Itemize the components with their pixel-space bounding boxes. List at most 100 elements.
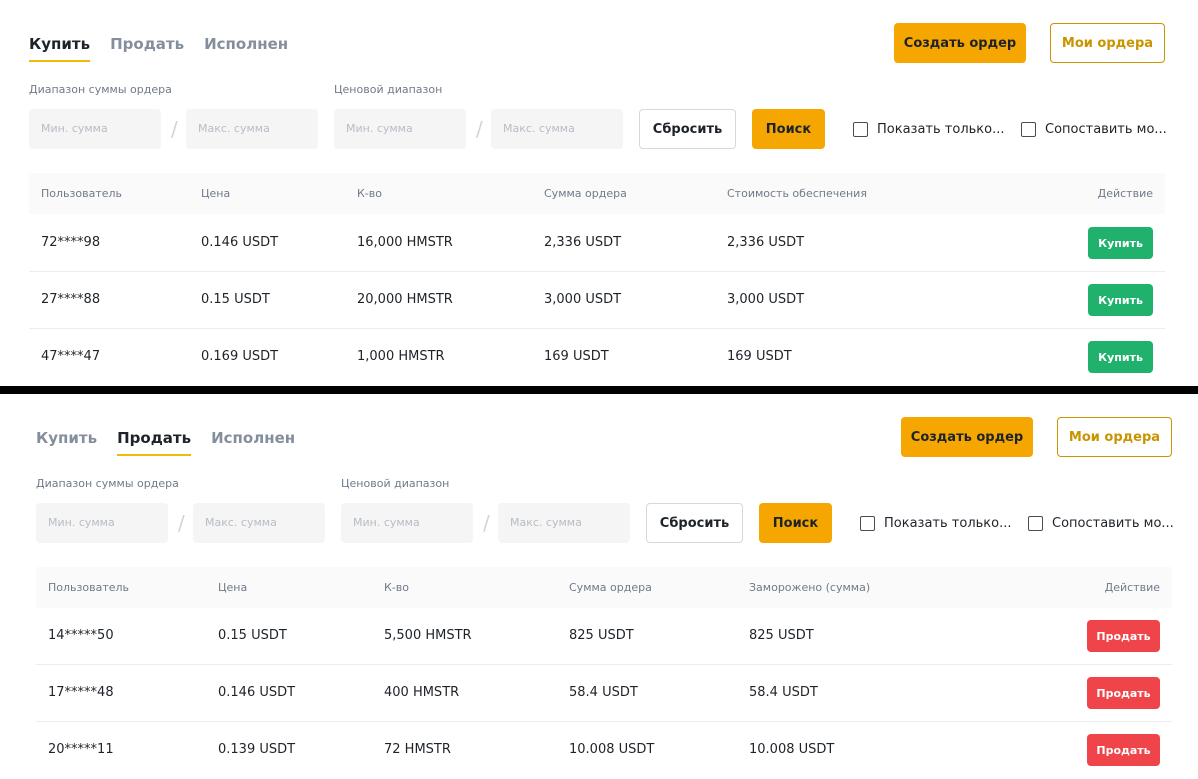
- row-price: 0.15 USDT: [201, 292, 270, 307]
- sell-panel: Купить Продать Исполнен Создать ордер Мо…: [0, 394, 1198, 779]
- match-label: Сопоставить мо...: [1045, 121, 1167, 137]
- sell-button[interactable]: Продать: [1087, 620, 1160, 652]
- row-amount: 10.008 USDT: [569, 742, 655, 757]
- price-min-input[interactable]: Мин. сумма: [334, 109, 466, 149]
- col-qty: К-во: [357, 187, 382, 200]
- col-qty: К-во: [384, 581, 409, 594]
- checkbox-icon[interactable]: [860, 515, 875, 531]
- amount-max-input[interactable]: Макс. сумма: [193, 503, 325, 543]
- show-only-label: Показать только...: [877, 121, 1005, 137]
- buy-button[interactable]: Купить: [1088, 341, 1153, 373]
- row-amount: 2,336 USDT: [544, 235, 622, 250]
- tab-filled[interactable]: Исполнен: [204, 35, 289, 53]
- row-price: 0.15 USDT: [218, 628, 287, 643]
- tab-sell[interactable]: Продать: [110, 35, 185, 53]
- col-amount: Сумма ордера: [569, 581, 652, 594]
- row-amount: 58.4 USDT: [569, 685, 638, 700]
- buy-button[interactable]: Купить: [1088, 227, 1153, 259]
- row-qty: 5,500 HMSTR: [384, 628, 472, 643]
- row-amount: 169 USDT: [544, 349, 609, 364]
- row-collateral: 169 USDT: [727, 349, 792, 364]
- col-price: Цена: [201, 187, 231, 200]
- row-amount: 3,000 USDT: [544, 292, 622, 307]
- range-separator: /: [178, 511, 185, 535]
- table-header: Пользователь Цена К-во Сумма ордера Стои…: [29, 173, 1165, 214]
- table-row: 27****88 0.15 USDT 20,000 HMSTR 3,000 US…: [29, 272, 1165, 329]
- row-user: 27****88: [41, 292, 101, 307]
- search-button[interactable]: Поиск: [759, 503, 832, 543]
- match-label: Сопоставить мо...: [1052, 515, 1174, 531]
- panel-divider: [0, 386, 1198, 394]
- sell-button[interactable]: Продать: [1087, 677, 1160, 709]
- price-range-label: Ценовой диапазон: [341, 477, 450, 490]
- price-range-label: Ценовой диапазон: [334, 83, 443, 96]
- col-action: Действие: [1097, 187, 1153, 200]
- sell-button[interactable]: Продать: [1087, 734, 1160, 766]
- tab-buy[interactable]: Купить: [36, 429, 98, 447]
- row-user: 47****47: [41, 349, 101, 364]
- order-tabs: Купить Продать Исполнен: [29, 34, 308, 64]
- row-frozen: 825 USDT: [749, 628, 814, 643]
- buy-panel-content: Купить Продать Исполнен Создать ордер Мо…: [29, 0, 1167, 386]
- row-frozen: 10.008 USDT: [749, 742, 835, 757]
- row-price: 0.146 USDT: [218, 685, 296, 700]
- col-user: Пользователь: [48, 581, 130, 594]
- search-button[interactable]: Поиск: [752, 109, 825, 149]
- amount-range-label: Диапазон суммы ордера: [36, 477, 179, 490]
- table-row: 47****47 0.169 USDT 1,000 HMSTR 169 USDT…: [29, 329, 1165, 386]
- table-row: 72****98 0.146 USDT 16,000 HMSTR 2,336 U…: [29, 215, 1165, 272]
- reset-button[interactable]: Сбросить: [639, 109, 736, 149]
- col-amount: Сумма ордера: [544, 187, 627, 200]
- my-orders-button[interactable]: Мои ордера: [1057, 417, 1172, 457]
- create-order-button[interactable]: Создать ордер: [894, 23, 1026, 63]
- show-only-checkbox[interactable]: Показать только...: [860, 514, 1012, 532]
- amount-min-input[interactable]: Мин. сумма: [36, 503, 168, 543]
- match-checkbox[interactable]: Сопоставить мо...: [1028, 514, 1174, 532]
- range-separator: /: [483, 511, 490, 535]
- row-user: 17*****48: [48, 685, 114, 700]
- tab-buy[interactable]: Купить: [29, 34, 91, 62]
- row-price: 0.139 USDT: [218, 742, 296, 757]
- create-order-button[interactable]: Создать ордер: [901, 417, 1033, 457]
- row-price: 0.146 USDT: [201, 235, 279, 250]
- amount-range-label: Диапазон суммы ордера: [29, 83, 172, 96]
- table-row: 17*****48 0.146 USDT 400 HMSTR 58.4 USDT…: [36, 665, 1172, 722]
- checkbox-icon[interactable]: [853, 121, 868, 137]
- checkbox-icon[interactable]: [1021, 121, 1036, 137]
- row-user: 72****98: [41, 235, 101, 250]
- col-user: Пользователь: [41, 187, 123, 200]
- row-qty: 20,000 HMSTR: [357, 292, 453, 307]
- range-separator: /: [476, 117, 483, 141]
- row-amount: 825 USDT: [569, 628, 634, 643]
- reset-button[interactable]: Сбросить: [646, 503, 743, 543]
- tab-filled[interactable]: Исполнен: [211, 429, 296, 447]
- my-orders-button[interactable]: Мои ордера: [1050, 23, 1165, 63]
- range-separator: /: [171, 117, 178, 141]
- checkbox-icon[interactable]: [1028, 515, 1043, 531]
- price-max-input[interactable]: Макс. сумма: [491, 109, 623, 149]
- show-only-label: Показать только...: [884, 515, 1012, 531]
- amount-max-input[interactable]: Макс. сумма: [186, 109, 318, 149]
- table-row: 20*****11 0.139 USDT 72 HMSTR 10.008 USD…: [36, 722, 1172, 779]
- table-header: Пользователь Цена К-во Сумма ордера Замо…: [36, 567, 1172, 608]
- show-only-checkbox[interactable]: Показать только...: [853, 120, 1005, 138]
- price-max-input[interactable]: Макс. сумма: [498, 503, 630, 543]
- amount-min-input[interactable]: Мин. сумма: [29, 109, 161, 149]
- col-action: Действие: [1104, 581, 1160, 594]
- col-price: Цена: [218, 581, 248, 594]
- buy-button[interactable]: Купить: [1088, 284, 1153, 316]
- price-min-input[interactable]: Мин. сумма: [341, 503, 473, 543]
- col-frozen: Заморожено (сумма): [749, 581, 871, 594]
- row-frozen: 58.4 USDT: [749, 685, 818, 700]
- row-qty: 72 HMSTR: [384, 742, 451, 757]
- match-checkbox[interactable]: Сопоставить мо...: [1021, 120, 1167, 138]
- tab-sell[interactable]: Продать: [117, 428, 192, 456]
- row-user: 20*****11: [48, 742, 114, 757]
- row-price: 0.169 USDT: [201, 349, 279, 364]
- table-row: 14*****50 0.15 USDT 5,500 HMSTR 825 USDT…: [36, 608, 1172, 665]
- col-collateral: Стоимость обеспечения: [727, 187, 867, 200]
- buy-panel: Купить Продать Исполнен Создать ордер Мо…: [0, 0, 1198, 386]
- row-user: 14*****50: [48, 628, 114, 643]
- row-collateral: 2,336 USDT: [727, 235, 805, 250]
- row-qty: 16,000 HMSTR: [357, 235, 453, 250]
